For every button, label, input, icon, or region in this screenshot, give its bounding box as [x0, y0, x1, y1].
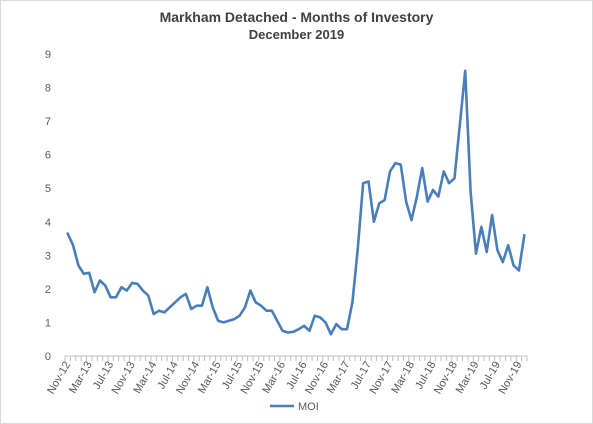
y-tick-label-5: 5 [45, 183, 51, 195]
y-tick-label-2: 2 [45, 284, 51, 296]
legend: MOI [270, 401, 319, 413]
series-line-moi [66, 69, 526, 336]
x-tick-labels: Nov-12Mar-13Jul-13Nov-13Mar-14Jul-14Nov-… [45, 359, 524, 396]
y-tick-label-4: 4 [45, 217, 51, 229]
y-tick-label-6: 6 [45, 150, 51, 162]
series-layer [66, 69, 526, 336]
y-tick-label-7: 7 [45, 116, 51, 128]
chart-title: Markham Detached - Months of Investory [159, 9, 434, 25]
y-tick-label-0: 0 [45, 351, 51, 363]
chart-subtitle: December 2019 [248, 27, 345, 42]
legend-label-moi: MOI [298, 401, 319, 413]
y-tick-label-3: 3 [45, 250, 51, 262]
y-tick-label-8: 8 [45, 83, 51, 95]
x-axis [64, 355, 528, 361]
chart-title-block: Markham Detached - Months of Investory D… [0, 8, 593, 44]
y-tick-label-1: 1 [45, 317, 51, 329]
y-tick-label-9: 9 [45, 49, 51, 61]
y-axis: 0 1 2 3 4 5 6 7 8 9 [45, 49, 51, 363]
